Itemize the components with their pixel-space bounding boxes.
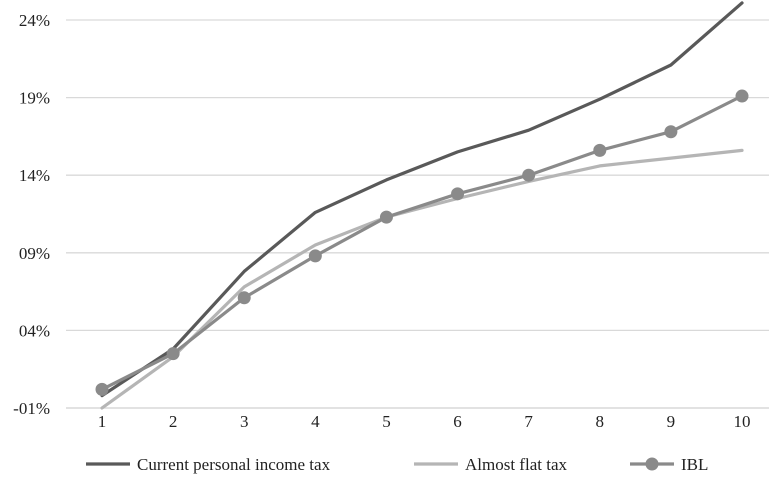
series-line-current-personal-income-tax	[100, 1, 744, 398]
data-point-ibl	[95, 382, 109, 396]
legend: Current personal income tax Almost flat t…	[86, 455, 708, 474]
data-point-ibl	[451, 187, 465, 201]
y-tick-label: -01%	[13, 399, 50, 418]
x-tick-label: 9	[667, 412, 676, 431]
data-point-ibl	[593, 143, 607, 157]
legend-label: Current personal income tax	[137, 455, 331, 474]
x-tick-label: 5	[382, 412, 391, 431]
x-tick-label: 8	[596, 412, 605, 431]
data-point-ibl	[664, 125, 678, 139]
x-tick-label: 4	[311, 412, 320, 431]
data-point-ibl	[522, 168, 536, 182]
x-tick-label: 2	[169, 412, 178, 431]
x-tick-label: 6	[453, 412, 462, 431]
legend-label: Almost flat tax	[465, 455, 567, 474]
legend-marker	[645, 457, 659, 471]
gridlines	[66, 19, 769, 332]
series-line-ibl	[100, 94, 744, 391]
x-tick-label: 1	[98, 412, 107, 431]
data-point-ibl	[237, 291, 251, 305]
y-tick-label: 09%	[19, 244, 50, 263]
y-tick-label: 14%	[19, 166, 50, 185]
data-point-ibl	[308, 249, 322, 263]
legend-label: IBL	[681, 455, 708, 474]
data-point-ibl	[166, 347, 180, 361]
legend-item-ibl: IBL	[630, 455, 708, 474]
legend-item-almost-flat-tax: Almost flat tax	[414, 455, 567, 474]
y-axis-tick-labels: -01% 04% 09% 14% 19% 24%	[13, 11, 50, 418]
data-point-ibl	[379, 210, 393, 224]
y-tick-label: 24%	[19, 11, 50, 30]
series-lines	[95, 1, 749, 410]
x-tick-label: 3	[240, 412, 249, 431]
y-tick-label: 19%	[19, 89, 50, 108]
x-tick-label: 10	[734, 412, 751, 431]
legend-item-current-personal-income-tax: Current personal income tax	[86, 455, 331, 474]
data-point-ibl	[735, 89, 749, 103]
x-axis-tick-labels: 1 2 3 4 5 6 7 8 9 10	[98, 412, 751, 431]
y-tick-label: 04%	[19, 321, 50, 340]
series-line-almost-flat-tax	[100, 148, 744, 410]
x-tick-label: 7	[524, 412, 533, 431]
